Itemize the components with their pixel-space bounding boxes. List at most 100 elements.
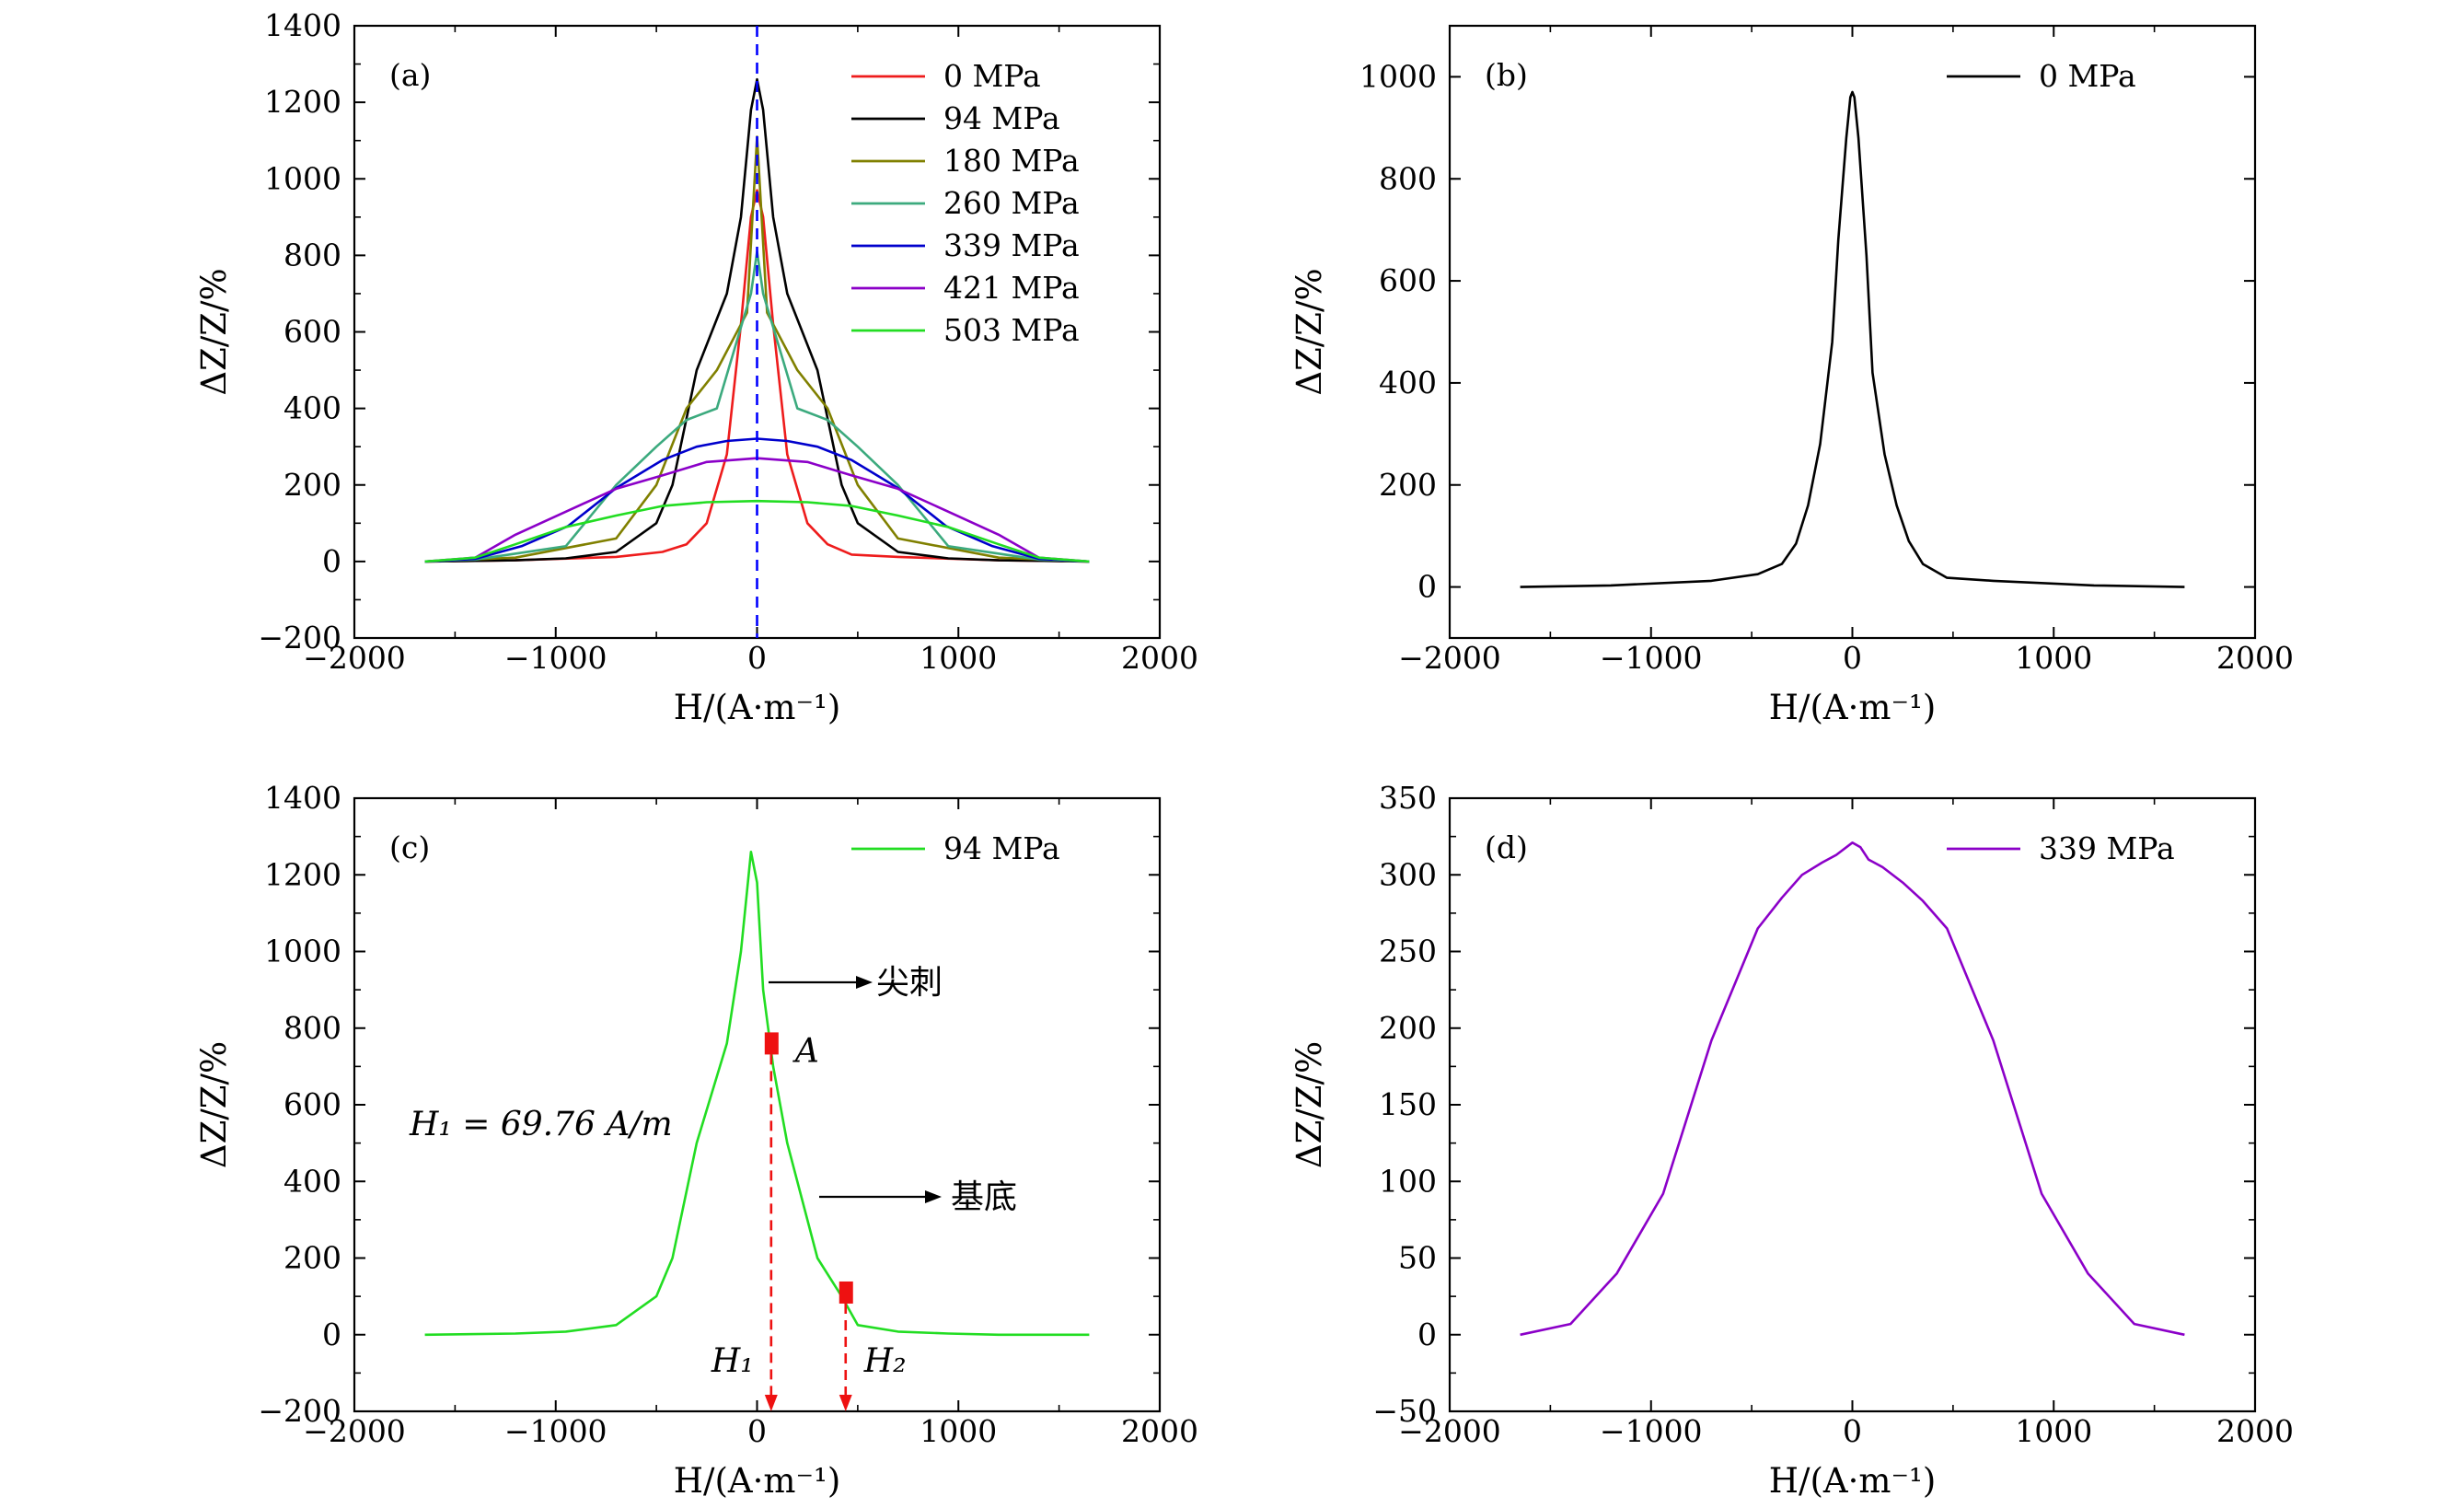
chart-panel-2: −2000 −1000 0 1000 2000 0 200 400 600 800 1000 H/(A… (1290, 24, 2294, 727)
x-tick-label: −2000 (1398, 640, 1501, 676)
y-tick-label: −200 (258, 620, 341, 655)
panel-tag: (d) (1485, 829, 1528, 865)
legend-label: 421 MPa (943, 270, 1080, 306)
chart-panel-1: −2000 −1000 0 1000 2000−20002004006008001000… (194, 7, 1198, 727)
panel-tag: (a) (389, 57, 431, 93)
y-axis-title: ΔZ/Z/% (1290, 1041, 1329, 1168)
y-tick-label: 200 (1379, 1010, 1437, 1046)
chart-panel-3: −2000 −1000 0 1000 2000−20002004006008001000… (194, 780, 1198, 1501)
x-tick-label: 1000 (920, 640, 997, 676)
x-axis-title: H/(A·m⁻¹) (674, 688, 841, 727)
y-tick-label: 800 (283, 1010, 341, 1046)
y-tick-label: 200 (283, 467, 341, 503)
x-tick-label: −1000 (1600, 1413, 1703, 1449)
x-tick-label: 0 (747, 640, 767, 676)
x-tick-label: −2000 (1398, 1413, 1501, 1449)
x-tick-label: 1000 (2015, 1413, 2092, 1449)
x-tick-label: 0 (747, 1413, 767, 1449)
x-axis-title: H/(A·m⁻¹) (1769, 1461, 1937, 1501)
y-tick-label: 0 (1417, 569, 1437, 605)
series-line-94-mpa (424, 77, 1090, 563)
y-tick-label: 0 (322, 1317, 341, 1352)
series-line-339-mpa (1520, 841, 2185, 1337)
spike-label: 尖刺 (876, 964, 943, 1002)
y-tick-label: 250 (1379, 934, 1437, 969)
y-tick-label: 800 (283, 237, 341, 273)
x-tick-label: −1000 (504, 1413, 607, 1449)
h1-equation: H₁ = 69.76 A/m (409, 1106, 673, 1143)
y-tick-label: 600 (283, 314, 341, 350)
x-tick-label: 2000 (1121, 640, 1198, 676)
series-line-94-mpa (424, 850, 1090, 1337)
x-tick-label: −2000 (303, 1413, 406, 1449)
y-axis-title: ΔZ/Z/% (194, 1041, 234, 1168)
y-axis-title: ΔZ/Z/% (194, 268, 234, 395)
y-tick-label: 1000 (264, 160, 341, 196)
chart-panel-4: −2000 −1000 0 1000 2000 −50 0 50 100 150 200 250 300… (1290, 780, 2294, 1501)
y-tick-label: 600 (283, 1086, 341, 1122)
y-tick-label: 1200 (264, 84, 341, 120)
series-line-503-mpa (424, 499, 1090, 563)
y-tick-label: 1000 (1359, 58, 1437, 94)
drop-arrowhead (764, 1395, 778, 1411)
legend-label: 260 MPa (943, 185, 1080, 221)
x-tick-label: 1000 (920, 1413, 997, 1449)
y-tick-label: 350 (1379, 780, 1437, 816)
y-axis-title: ΔZ/Z/% (1290, 268, 1329, 395)
legend-label: 94 MPa (943, 830, 1060, 866)
spike-arrowhead (856, 976, 873, 989)
series-line-0-mpa (1520, 90, 2185, 588)
point-a-label: A (792, 1032, 819, 1070)
x-tick-label: 0 (1843, 1413, 1862, 1449)
y-tick-label: 400 (283, 1163, 341, 1199)
y-tick-label: 0 (1417, 1317, 1437, 1352)
y-tick-label: 400 (1379, 365, 1437, 400)
y-tick-label: 800 (1379, 160, 1437, 196)
base-arrowhead (925, 1190, 942, 1203)
x-axis-title: H/(A·m⁻¹) (674, 1461, 841, 1501)
h2-label: H₂ (863, 1342, 907, 1380)
x-tick-label: 1000 (2015, 640, 2092, 676)
marker-point-h2 (839, 1281, 853, 1304)
y-tick-label: 1000 (264, 934, 341, 969)
y-tick-label: −200 (258, 1393, 341, 1429)
y-tick-label: 200 (283, 1240, 341, 1276)
legend-label: 0 MPa (2039, 58, 2136, 94)
marker-point-a (764, 1032, 779, 1055)
panel-tag: (c) (389, 829, 430, 865)
legend-label: 94 MPa (943, 100, 1060, 136)
y-tick-label: 400 (283, 390, 341, 426)
panel-tag: (b) (1485, 57, 1528, 93)
y-tick-label: −50 (1372, 1393, 1437, 1429)
x-tick-label: 2000 (1121, 1413, 1198, 1449)
y-tick-label: 50 (1398, 1240, 1437, 1276)
plot-frame (1448, 796, 2257, 1413)
legend-label: 503 MPa (943, 312, 1080, 348)
y-tick-label: 600 (1379, 262, 1437, 298)
base-label: 基底 (951, 1178, 1017, 1216)
legend-label: 180 MPa (943, 143, 1080, 179)
y-tick-label: 0 (322, 543, 341, 579)
y-tick-label: 300 (1379, 856, 1437, 892)
series-line-0-mpa (424, 189, 1090, 563)
x-tick-label: 0 (1843, 640, 1862, 676)
y-tick-label: 1400 (264, 7, 341, 43)
legend-label: 339 MPa (943, 227, 1080, 263)
y-tick-label: 1400 (264, 780, 341, 816)
x-tick-label: −1000 (504, 640, 607, 676)
x-axis-title: H/(A·m⁻¹) (1769, 688, 1937, 727)
y-tick-label: 200 (1379, 467, 1437, 503)
legend-label: 0 MPa (943, 58, 1041, 94)
x-tick-label: −2000 (303, 640, 406, 676)
x-tick-label: 2000 (2216, 1413, 2294, 1449)
x-tick-label: 2000 (2216, 640, 2294, 676)
y-tick-label: 150 (1379, 1086, 1437, 1122)
plot-frame (1448, 24, 2257, 640)
drop-arrowhead (839, 1395, 852, 1411)
y-tick-label: 100 (1379, 1163, 1437, 1199)
y-tick-label: 1200 (264, 856, 341, 892)
x-tick-label: −1000 (1600, 640, 1703, 676)
h1-label: H₁ (711, 1342, 754, 1380)
legend-label: 339 MPa (2039, 830, 2175, 866)
